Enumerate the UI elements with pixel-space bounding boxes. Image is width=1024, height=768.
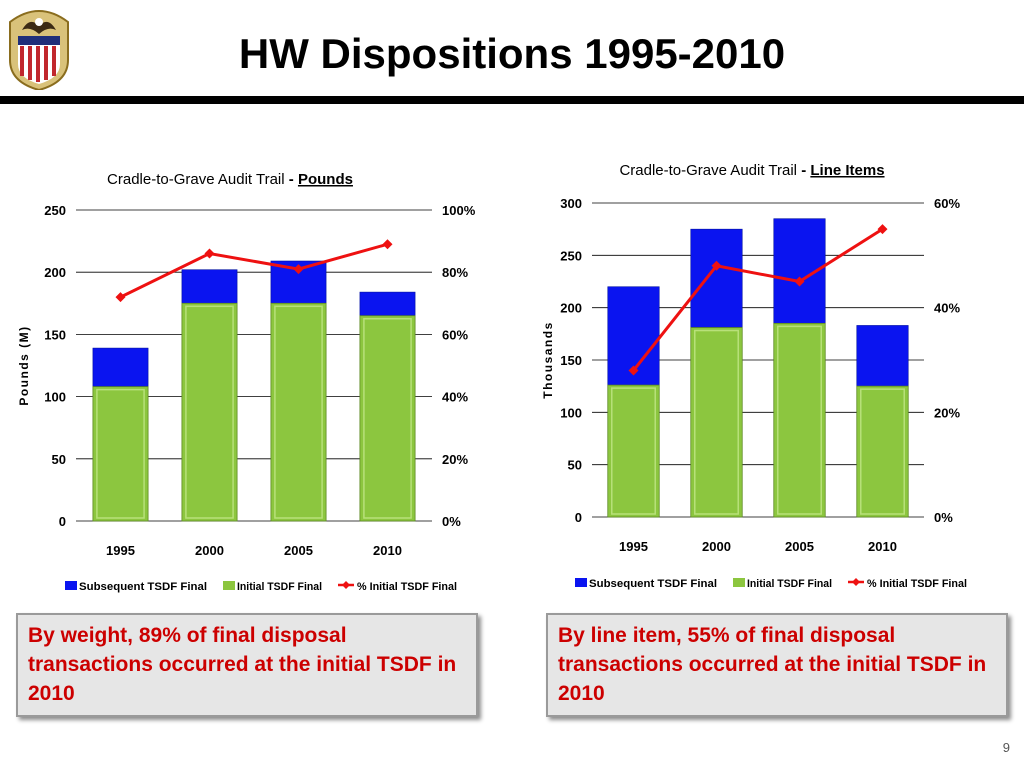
y2-tick-label: 80% bbox=[442, 265, 468, 280]
y-tick-label: 250 bbox=[560, 248, 582, 263]
percent-marker bbox=[877, 224, 888, 235]
bar-initial-highlight bbox=[363, 317, 412, 519]
y-tick-label: 100 bbox=[44, 390, 66, 405]
x-tick-label: 1995 bbox=[619, 539, 648, 554]
title-divider bbox=[0, 96, 1024, 104]
y2-tick-label: 40% bbox=[934, 301, 960, 316]
percent-line bbox=[632, 227, 884, 372]
x-tick-label: 2005 bbox=[284, 543, 313, 558]
legend-label-percent: % Initial TSDF Final bbox=[867, 578, 967, 590]
legend-marker-percent bbox=[852, 578, 860, 586]
bar-initial bbox=[359, 315, 416, 522]
y-tick-label: 50 bbox=[52, 452, 66, 467]
percent-marker bbox=[115, 292, 126, 303]
y2-tick-label: 60% bbox=[442, 327, 468, 342]
legend-swatch-subsequent bbox=[575, 578, 587, 587]
x-tick-label: 2000 bbox=[195, 543, 224, 558]
percent-marker bbox=[204, 248, 215, 259]
percent-marker bbox=[382, 239, 393, 250]
percent-marker bbox=[794, 276, 805, 287]
bar-initial bbox=[270, 302, 327, 522]
bar-initial bbox=[690, 327, 743, 518]
y2-tick-label: 40% bbox=[442, 390, 468, 405]
page-number: 9 bbox=[1002, 740, 1010, 755]
y-tick-label: 100 bbox=[560, 405, 582, 420]
chart-title: Cradle-to-Grave Audit Trail - Line Items bbox=[619, 162, 884, 179]
x-tick-label: 2010 bbox=[373, 543, 402, 558]
bar-initial bbox=[181, 302, 238, 522]
y-tick-label: 150 bbox=[44, 327, 66, 342]
percent-line bbox=[119, 242, 388, 299]
y-tick-label: 150 bbox=[560, 353, 582, 368]
y-tick-label: 50 bbox=[568, 458, 582, 473]
legend-label-initial: Initial TSDF Final bbox=[747, 578, 832, 590]
y-tick-label: 200 bbox=[560, 301, 582, 316]
y-axis-label: Thousands bbox=[541, 321, 555, 399]
percent-marker bbox=[293, 264, 304, 275]
bar-initial-highlight bbox=[96, 388, 145, 519]
bar-subsequent bbox=[359, 291, 416, 317]
bar-initial-highlight bbox=[694, 329, 739, 515]
bar-subsequent bbox=[856, 325, 909, 387]
bar-initial bbox=[92, 386, 149, 522]
bar-initial-highlight bbox=[185, 305, 234, 519]
y2-tick-label: 20% bbox=[442, 452, 468, 467]
y2-tick-label: 0% bbox=[934, 510, 953, 525]
legend-label-percent: % Initial TSDF Final bbox=[357, 581, 457, 593]
legend-marker-percent bbox=[342, 581, 350, 589]
y-tick-label: 0 bbox=[59, 514, 66, 529]
y2-tick-label: 100% bbox=[442, 203, 476, 218]
bar-initial-highlight bbox=[860, 388, 905, 515]
y-tick-label: 0 bbox=[575, 510, 582, 525]
legend-swatch-initial bbox=[733, 578, 745, 587]
legend-label-subsequent: Subsequent TSDF Final bbox=[589, 578, 717, 590]
bar-initial bbox=[607, 384, 660, 518]
y-tick-label: 200 bbox=[44, 265, 66, 280]
bar-initial-highlight bbox=[777, 325, 822, 515]
pounds-chart: Cradle-to-Grave Audit Trail - Pounds 0 50 1… bbox=[17, 171, 476, 593]
x-tick-label: 2000 bbox=[702, 539, 731, 554]
bar-initial bbox=[856, 385, 909, 518]
chart-title: Cradle-to-Grave Audit Trail - Pounds bbox=[107, 171, 353, 188]
x-tick-label: 2010 bbox=[868, 539, 897, 554]
bar-initial-highlight bbox=[274, 305, 323, 519]
line-items-chart: Cradle-to-Grave Audit Trail - Line Items… bbox=[541, 162, 967, 590]
bar-subsequent bbox=[92, 347, 149, 387]
x-tick-label: 2005 bbox=[785, 539, 814, 554]
percent-marker bbox=[628, 365, 639, 376]
legend-swatch-initial bbox=[223, 581, 235, 590]
x-tick-label: 1995 bbox=[106, 543, 135, 558]
bar-subsequent bbox=[690, 228, 743, 328]
legend-label-initial: Initial TSDF Final bbox=[237, 581, 322, 593]
bar-subsequent bbox=[181, 269, 238, 304]
y2-tick-label: 20% bbox=[934, 405, 960, 420]
y2-tick-label: 0% bbox=[442, 514, 461, 529]
bar-initial bbox=[773, 322, 826, 518]
y-tick-label: 300 bbox=[560, 196, 582, 211]
line-items-callout: By line item, 55% of final disposal tran… bbox=[546, 613, 1008, 717]
y-tick-label: 250 bbox=[44, 203, 66, 218]
bar-initial-highlight bbox=[611, 387, 656, 515]
y2-tick-label: 60% bbox=[934, 196, 960, 211]
percent-marker bbox=[711, 260, 722, 271]
y-axis-label: Pounds (M) bbox=[17, 325, 31, 405]
page-title: HW Dispositions 1995-2010 bbox=[238, 30, 786, 77]
legend-label-subsequent: Subsequent TSDF Final bbox=[79, 581, 207, 593]
agency-seal-logo bbox=[9, 10, 69, 90]
pounds-callout: By weight, 89% of final disposal transac… bbox=[16, 613, 478, 717]
legend-swatch-subsequent bbox=[65, 581, 77, 590]
